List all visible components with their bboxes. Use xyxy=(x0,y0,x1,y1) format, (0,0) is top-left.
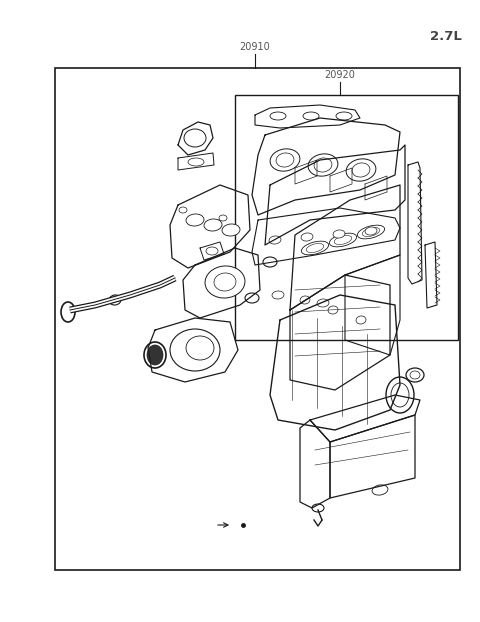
Ellipse shape xyxy=(276,153,294,167)
Ellipse shape xyxy=(308,154,338,176)
Ellipse shape xyxy=(214,273,236,291)
Ellipse shape xyxy=(270,112,286,120)
Ellipse shape xyxy=(222,224,240,236)
Ellipse shape xyxy=(306,243,324,253)
Ellipse shape xyxy=(333,230,345,238)
Ellipse shape xyxy=(356,316,366,324)
Ellipse shape xyxy=(336,112,352,120)
Text: 20910: 20910 xyxy=(240,42,270,52)
Bar xyxy=(55,68,460,570)
Text: 20920: 20920 xyxy=(324,70,355,80)
Ellipse shape xyxy=(365,227,377,235)
Ellipse shape xyxy=(352,163,370,177)
Bar xyxy=(235,95,458,340)
Ellipse shape xyxy=(245,293,259,303)
Ellipse shape xyxy=(170,329,220,371)
Ellipse shape xyxy=(329,233,357,247)
Ellipse shape xyxy=(188,158,204,166)
Ellipse shape xyxy=(186,336,214,360)
Ellipse shape xyxy=(263,257,277,267)
Ellipse shape xyxy=(179,207,187,213)
Ellipse shape xyxy=(109,295,121,305)
Ellipse shape xyxy=(391,383,409,407)
Ellipse shape xyxy=(314,158,332,172)
Ellipse shape xyxy=(206,247,218,255)
Ellipse shape xyxy=(61,302,75,322)
Ellipse shape xyxy=(303,112,319,120)
Ellipse shape xyxy=(328,306,338,314)
Ellipse shape xyxy=(346,159,376,181)
Text: 2.7L: 2.7L xyxy=(430,30,462,43)
Ellipse shape xyxy=(358,225,384,239)
Ellipse shape xyxy=(147,345,163,365)
Ellipse shape xyxy=(184,129,206,147)
Ellipse shape xyxy=(269,236,281,244)
Ellipse shape xyxy=(300,296,310,304)
Ellipse shape xyxy=(272,291,284,299)
Ellipse shape xyxy=(334,236,352,244)
Ellipse shape xyxy=(144,342,166,368)
Ellipse shape xyxy=(270,149,300,171)
Ellipse shape xyxy=(410,371,420,379)
Ellipse shape xyxy=(312,504,324,512)
Ellipse shape xyxy=(186,214,204,226)
Ellipse shape xyxy=(372,485,388,495)
Ellipse shape xyxy=(301,241,329,255)
Ellipse shape xyxy=(219,215,227,221)
Ellipse shape xyxy=(317,299,329,307)
Ellipse shape xyxy=(386,377,414,413)
Ellipse shape xyxy=(362,228,380,236)
Ellipse shape xyxy=(301,233,313,241)
Ellipse shape xyxy=(204,219,222,231)
Ellipse shape xyxy=(406,368,424,382)
Ellipse shape xyxy=(205,266,245,298)
